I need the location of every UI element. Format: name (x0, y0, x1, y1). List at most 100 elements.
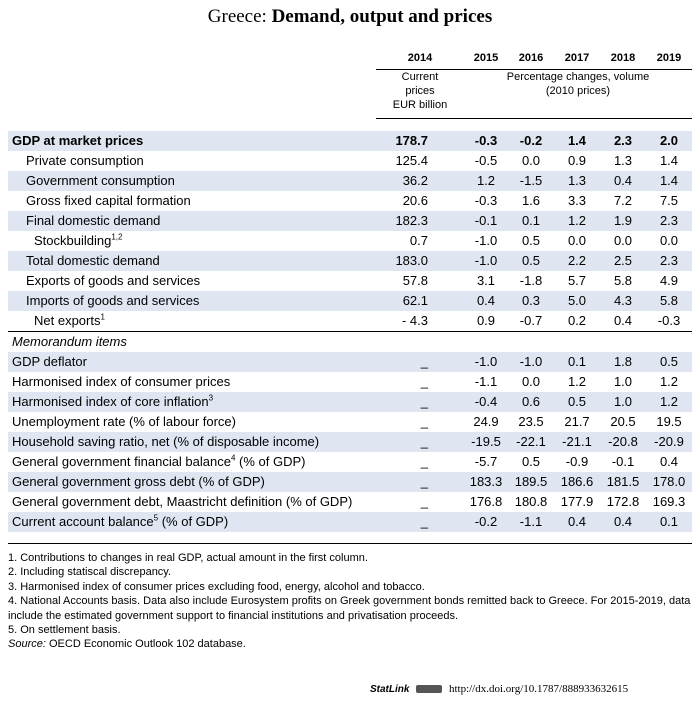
table-row: GDP deflator _ -1.0 -1.0 0.1 1.8 0.5 (8, 352, 692, 372)
value-cell: 7.2 (613, 193, 633, 208)
value-cell: _ (376, 472, 464, 492)
table-row: General government gross debt (% of GDP)… (8, 472, 692, 492)
row-label: General government debt, Maastricht defi… (12, 494, 353, 509)
value-cell: 23.5 (518, 414, 544, 429)
value-cell: 1.4 (554, 131, 600, 151)
value-cell: 5.8 (646, 291, 692, 311)
value-cell: -0.2 (508, 131, 554, 151)
value-cell: _ (420, 374, 428, 389)
value-cell: 5.0 (554, 291, 600, 311)
table-row: Imports of goods and services 62.1 0.4 0.3 5… (8, 291, 692, 311)
footnote-marker: 1 (100, 312, 105, 322)
value-cell: 5.7 (567, 273, 587, 288)
value-cell: -0.3 (474, 193, 498, 208)
value-cell: -0.5 (474, 153, 498, 168)
value-cell: 7.5 (659, 193, 679, 208)
table-row: Stockbuilding1,2 0.7 -1.0 0.5 0.0 0.0 0.0 (8, 231, 692, 251)
value-cell: 62.1 (376, 291, 464, 311)
statlink-url[interactable]: http://dx.doi.org/10.1787/888933632615 (448, 683, 629, 695)
value-cell: 186.6 (554, 472, 600, 492)
value-cell: 1.2 (646, 392, 692, 412)
row-label: Unemployment rate (% of labour force) (12, 414, 236, 429)
value-cell: -22.1 (508, 432, 554, 452)
statlink[interactable]: StatLink http://dx.doi.org/10.1787/88893… (370, 683, 628, 695)
value-cell: -0.1 (611, 454, 635, 469)
value-cell: 178.7 (376, 131, 464, 151)
header-years-row: 2014 2015 2016 2017 2018 2019 (8, 47, 692, 70)
value-cell: 177.9 (560, 494, 594, 509)
value-cell: 0.5 (521, 454, 541, 469)
year-header: 2016 (508, 47, 554, 70)
table-row: Exports of goods and services 57.8 3.1 -1.8… (8, 271, 692, 291)
value-cell: 20.5 (610, 414, 636, 429)
year-header: 2019 (646, 47, 692, 70)
table-row: General government debt, Maastricht defi… (8, 492, 692, 512)
value-cell: 182.3 (376, 211, 464, 231)
table-row: Harmonised index of core inflation3 _ -0.4… (8, 392, 692, 412)
data-table-frame: 2014 2015 2016 2017 2018 2019 Current pr… (8, 47, 692, 532)
value-cell: 4.3 (600, 291, 646, 311)
value-cell: 1.2 (554, 211, 600, 231)
value-cell: _ (376, 432, 464, 452)
value-cell: 1.4 (659, 153, 679, 168)
value-cell: 36.2 (376, 171, 464, 191)
row-label: General government financial balance4 (%… (12, 453, 306, 469)
page-title: Greece: Demand, output and prices (0, 6, 700, 28)
value-cell: 0.4 (554, 512, 600, 532)
value-cell: 3.1 (476, 273, 496, 288)
row-label: Current account balance5 (% of GDP) (8, 512, 376, 532)
value-cell: 0.5 (646, 352, 692, 372)
value-cell: 0.5 (554, 392, 600, 412)
footnote-marker: 4 (230, 453, 236, 463)
memorandum-heading: Memorandum items (12, 334, 127, 349)
value-cell: -0.7 (508, 311, 554, 332)
value-cell: 2.2 (554, 251, 600, 271)
row-label: Stockbuilding1,2 (34, 232, 123, 248)
value-cell: 2.3 (646, 251, 692, 271)
value-cell: 0.4 (659, 454, 679, 469)
footnote-marker: 5 (153, 513, 159, 523)
table-row: General government financial balance4 (%… (8, 452, 692, 472)
value-cell: 1.2 (464, 171, 508, 191)
row-label: Total domestic demand (8, 251, 376, 271)
value-cell: 0.5 (521, 233, 541, 248)
year-header: 2018 (600, 47, 646, 70)
value-cell: 0.7 (409, 233, 428, 248)
value-cell: -20.8 (600, 432, 646, 452)
row-label: Final domestic demand (8, 211, 376, 231)
value-cell: -5.7 (474, 454, 498, 469)
current-prices-header: Current prices EUR billion (376, 69, 464, 119)
value-cell: 1.3 (613, 153, 633, 168)
value-cell: 0.9 (464, 311, 508, 332)
value-cell: -1.0 (464, 352, 508, 372)
value-cell: 0.1 (508, 211, 554, 231)
value-cell: 0.1 (646, 512, 692, 532)
row-label: Exports of goods and services (26, 273, 201, 288)
memorandum-heading-row: Memorandum items (8, 332, 692, 353)
value-cell: -0.3 (646, 311, 692, 332)
value-cell: 1.0 (613, 374, 633, 389)
value-cell: 1.6 (521, 193, 541, 208)
value-cell: -1.0 (464, 251, 508, 271)
table-row: Private consumption 125.4 -0.5 0.0 0.9 1.3 1.4 (8, 151, 692, 171)
value-cell: 0.3 (508, 291, 554, 311)
value-cell: 0.4 (600, 311, 646, 332)
title-country: Greece: (207, 6, 267, 27)
value-cell: 20.6 (402, 193, 428, 208)
value-cell: 4.9 (659, 273, 679, 288)
value-cell: -0.4 (464, 392, 508, 412)
table-row: Net exports1- 4.3 0.9 -0.7 0.2 0.4 -0.3 (8, 311, 692, 332)
value-cell: _ (420, 494, 428, 509)
value-cell: -19.5 (464, 432, 508, 452)
value-cell: -1.1 (474, 374, 498, 389)
row-label: Harmonised index of consumer prices (12, 374, 231, 389)
row-label: GDP deflator (8, 352, 376, 372)
value-cell: -1.0 (474, 233, 498, 248)
table-bottom-rule (8, 543, 692, 544)
value-cell: 180.8 (514, 494, 548, 509)
value-cell: _ (376, 512, 464, 532)
value-cell: 21.7 (564, 414, 590, 429)
footnote: 2. Including statiscal discrepancy. (8, 566, 172, 579)
value-cell: 176.8 (469, 494, 503, 509)
value-cell: 0.0 (659, 233, 679, 248)
